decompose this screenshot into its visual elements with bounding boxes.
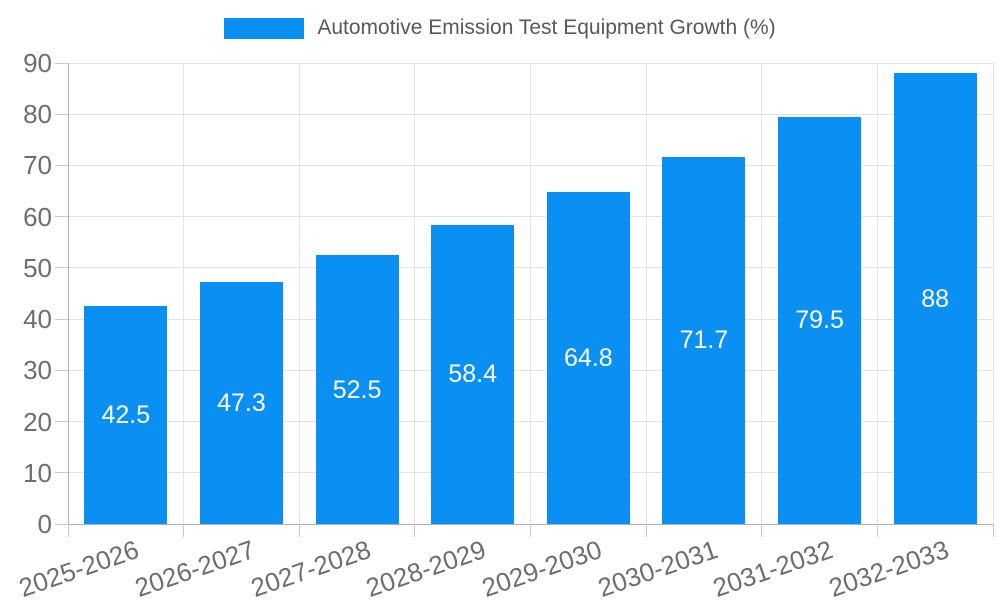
gridline-vertical [645, 63, 647, 524]
bar[interactable] [893, 73, 977, 524]
bar-value-label: 71.7 [679, 326, 729, 355]
gridline-vertical [992, 63, 994, 524]
y-axis-label: 30 [23, 355, 52, 386]
bar[interactable] [431, 224, 515, 524]
y-axis-tick [55, 421, 68, 423]
y-axis-tick [55, 523, 68, 525]
x-axis-tick [414, 524, 416, 537]
y-axis-label: 50 [23, 252, 52, 283]
y-axis-line [67, 63, 69, 524]
gridline-vertical [183, 63, 185, 524]
y-axis-label: 20 [23, 406, 52, 437]
y-axis-tick [55, 472, 68, 474]
bar-value-label: 58.4 [448, 360, 498, 389]
x-axis-tick [530, 524, 531, 537]
gridline-vertical [414, 63, 416, 524]
x-axis-tick [761, 524, 763, 537]
bar-value-label: 88 [921, 284, 950, 313]
bar-value-label: 52.5 [332, 375, 382, 404]
bar[interactable] [84, 306, 168, 524]
y-axis-tick [55, 318, 68, 320]
legend-item[interactable]: Automotive Emission Test Equipment Growt… [0, 16, 1000, 40]
bar[interactable] [315, 255, 399, 524]
legend-swatch [224, 17, 305, 39]
x-axis-tick [876, 524, 878, 537]
x-axis-tick [67, 524, 69, 537]
x-axis-tick [298, 524, 300, 537]
x-axis-tick [645, 524, 647, 537]
y-axis-label: 40 [23, 304, 52, 335]
x-axis-label: 2032-2033 [824, 534, 953, 600]
bar-value-label: 47.3 [217, 388, 266, 417]
x-axis-label: 2030-2031 [593, 534, 722, 600]
y-axis-label: 60 [23, 201, 52, 232]
gridline-vertical [298, 63, 300, 524]
x-axis-label: 2025-2026 [15, 534, 143, 600]
legend-label: Automotive Emission Test Equipment Growt… [317, 16, 776, 39]
x-axis-label: 2026-2027 [131, 534, 259, 600]
bar-value-label: 79.5 [795, 306, 844, 335]
y-axis-tick [55, 113, 68, 115]
gridline-vertical [761, 63, 763, 524]
y-axis-label: 0 [37, 509, 52, 539]
bar-value-label: 64.8 [563, 344, 613, 373]
y-axis-label: 10 [23, 457, 52, 488]
x-axis-tick [183, 524, 185, 537]
bar-value-label: 42.5 [101, 401, 151, 430]
y-axis-tick [55, 164, 68, 166]
bar[interactable] [199, 281, 283, 524]
x-axis-tick [992, 524, 994, 537]
y-axis-tick [55, 62, 68, 64]
bar[interactable] [546, 192, 630, 524]
y-axis-label: 80 [23, 99, 52, 130]
y-axis-label: 70 [23, 150, 52, 181]
y-axis-tick [55, 216, 68, 218]
x-axis-label: 2027-2028 [246, 534, 375, 600]
y-axis-tick [55, 369, 68, 371]
x-axis-label: 2029-2030 [478, 534, 606, 600]
y-axis-label: 90 [23, 48, 52, 78]
x-axis-label: 2031-2032 [709, 534, 837, 600]
gridline-vertical [530, 63, 531, 524]
gridline-vertical [876, 63, 878, 524]
bar[interactable] [778, 116, 862, 524]
bar[interactable] [662, 156, 746, 524]
y-axis-tick [55, 267, 68, 269]
x-axis-label: 2028-2029 [362, 534, 490, 600]
